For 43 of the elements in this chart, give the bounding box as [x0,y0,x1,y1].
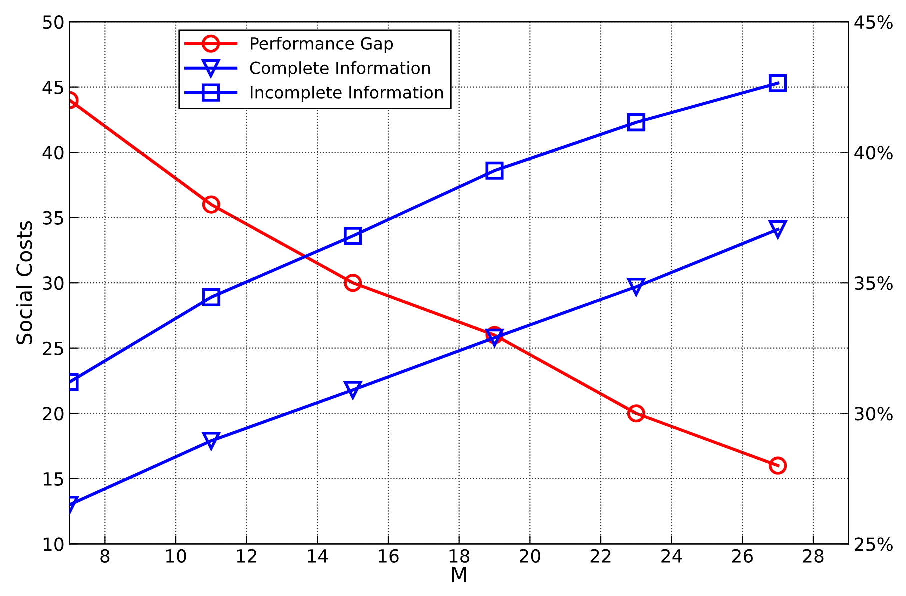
x-tick-label: 28 [803,549,824,563]
y-tick-label: 45 [42,81,64,94]
y2-tick-label: 25% [855,538,893,552]
y-tick-label: 25 [43,342,64,356]
y2-tick-label: 45% [854,16,893,30]
point [202,288,220,306]
y-tick-label: 35 [43,211,64,225]
y-tick-label: 30 [43,276,64,290]
legend-label: Performance Gap [251,37,394,54]
legend-label: Complete Information [250,62,430,78]
x-tick-label: 12 [237,549,257,563]
x-tick-label: 8 [100,549,110,563]
point [202,432,220,450]
point [486,162,504,180]
point [202,196,220,214]
y-tick-label: 50 [43,16,64,30]
point [769,74,788,92]
x-tick-label: 20 [520,549,540,563]
x-tick-label: 14 [308,550,328,563]
y2-tick-label: 30% [855,407,893,421]
x-tick-label: 22 [590,549,611,563]
y2-tick-label: 35% [855,276,893,290]
y-tick-label: 10 [44,538,64,552]
y-tick-label: 20 [43,407,64,421]
point [627,278,646,296]
point [344,381,362,400]
point [344,227,362,246]
x-tick-label: 16 [379,549,399,563]
x-axis-title: M [452,567,466,582]
y-tick-label: 15 [44,472,64,486]
point [769,220,788,239]
x-tick-label: 24 [662,549,682,563]
y-tick-label: 40 [42,146,64,160]
legend-label: Incomplete Information [251,86,444,102]
y2-tick-label: 40% [854,146,893,160]
point [627,404,646,423]
point [627,114,646,132]
point [769,456,788,475]
point [344,274,362,292]
x-tick-label: 18 [450,549,470,563]
x-tick-label: 26 [732,549,754,563]
x-tick-label: 10 [166,549,186,563]
y-axis-title: Social Costs [16,221,32,345]
